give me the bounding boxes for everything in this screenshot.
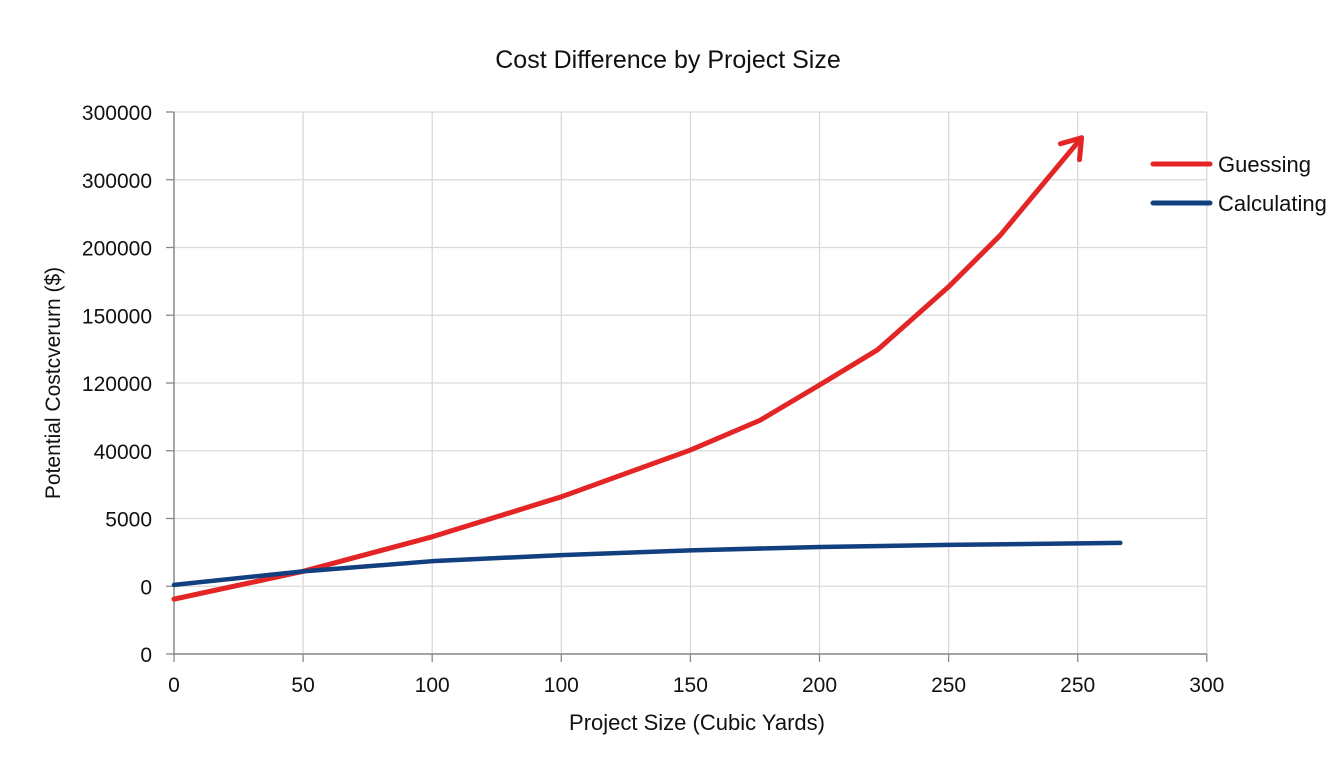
x-tick-label: 150 bbox=[673, 674, 708, 697]
series-line-guessing bbox=[171, 135, 1085, 602]
y-tick-label: 5000 bbox=[105, 509, 152, 532]
x-axis-label: Project Size (Cubic Yards) bbox=[569, 710, 825, 735]
x-tick-label: 100 bbox=[415, 674, 450, 697]
x-tick-label: 100 bbox=[544, 674, 579, 697]
series-line-calculating bbox=[171, 540, 1123, 588]
y-tick-label: 40000 bbox=[94, 441, 152, 464]
x-tick-label: 250 bbox=[1060, 674, 1095, 697]
y-tick-label: 300000 bbox=[82, 170, 152, 193]
x-tick-label: 50 bbox=[291, 674, 314, 697]
legend-label: Calculating bbox=[1218, 191, 1327, 216]
legend-label: Guessing bbox=[1218, 152, 1311, 177]
x-tick-label: 0 bbox=[168, 674, 180, 697]
x-tick-label: 200 bbox=[802, 674, 837, 697]
y-tick-label: 120000 bbox=[82, 373, 152, 396]
y-axis-label: Potential Costcverurn ($) bbox=[42, 267, 65, 499]
y-tick-label: 0 bbox=[140, 576, 152, 599]
chart-title: Cost Difference by Project Size bbox=[495, 46, 841, 74]
y-tick-label: 0 bbox=[140, 644, 152, 667]
y-tick-label: 150000 bbox=[82, 305, 152, 328]
x-tick-label: 250 bbox=[931, 674, 966, 697]
y-tick-label: 300000 bbox=[82, 102, 152, 125]
arrow-head-icon bbox=[1057, 135, 1085, 163]
x-tick-label: 300 bbox=[1189, 674, 1224, 697]
y-tick-label: 200000 bbox=[82, 238, 152, 261]
